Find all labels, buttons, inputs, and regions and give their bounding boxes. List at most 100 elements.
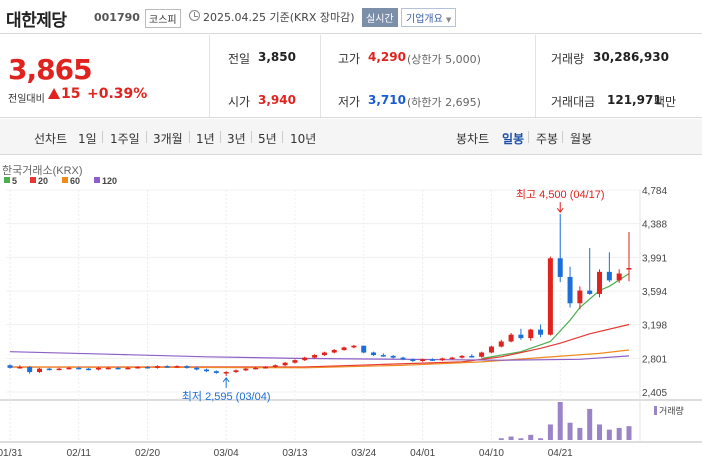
volume-bar	[587, 408, 593, 440]
candle	[243, 368, 249, 371]
candle-weekly[interactable]: 주봉	[536, 132, 559, 146]
candle	[105, 367, 111, 370]
divider	[189, 131, 190, 143]
divider	[320, 35, 321, 117]
lower-limit: (하한가 2,695)	[407, 96, 481, 109]
candle	[213, 371, 219, 373]
max-price-annotation: 최고 4,500 (04/17)	[516, 188, 605, 201]
candle	[135, 366, 141, 369]
period-5y[interactable]: 5년	[258, 132, 277, 146]
prev-close-value: 3,850	[258, 50, 296, 64]
period-3m[interactable]: 3개월	[153, 132, 183, 146]
amount-unit: 백만	[654, 95, 677, 109]
period-1d[interactable]: 1일	[78, 132, 97, 146]
company-info-dropdown[interactable]: 기업개요 ▼	[401, 8, 457, 27]
chevron-down-icon: ▼	[446, 16, 452, 24]
volume-bar	[577, 427, 583, 440]
candle	[272, 365, 278, 367]
candle	[528, 329, 534, 339]
period-1w[interactable]: 1주일	[110, 132, 140, 146]
ma-legend-swatch	[94, 177, 100, 183]
volume-bar	[547, 424, 553, 440]
moving-averages	[9, 273, 630, 369]
ma-legend-swatch	[62, 177, 68, 183]
candle	[616, 273, 622, 281]
period-10y[interactable]: 10년	[290, 132, 317, 146]
change-amount: 15	[61, 86, 81, 102]
candle	[17, 366, 23, 369]
volume-bar	[606, 429, 612, 440]
amount-label: 거래대금	[551, 95, 596, 109]
candle	[390, 355, 396, 358]
divider	[220, 131, 221, 143]
price-chart[interactable]: 한국거래소(KRX) 5 20 60 120 거래량 최고 4,500 (04/17)…	[0, 156, 702, 470]
candle-daily[interactable]: 일봉	[502, 132, 525, 146]
candle	[46, 368, 52, 371]
candle	[606, 271, 612, 281]
candle	[56, 368, 62, 371]
candle	[145, 366, 151, 369]
volume-bar	[518, 438, 524, 440]
chart-source-label: 한국거래소(KRX)	[2, 164, 83, 177]
quote-datetime: 2025.04.25 기준(KRX 장마감)	[203, 11, 355, 24]
candle	[115, 367, 121, 370]
period-1y[interactable]: 1년	[196, 132, 215, 146]
open-value: 3,940	[258, 93, 296, 107]
candle	[312, 355, 318, 358]
candle	[66, 367, 72, 370]
candle	[626, 268, 632, 270]
stock-header: 대한제당 001790 코스피 2025.04.25 기준(KRX 장마감) 실…	[0, 0, 702, 34]
period-3y[interactable]: 3년	[227, 132, 246, 146]
up-arrow-icon	[222, 377, 230, 388]
volume-bar	[597, 424, 603, 440]
y-tick-label: 2,405	[642, 388, 667, 399]
market-badge: 코스피	[145, 9, 181, 28]
ma-line-20	[10, 323, 630, 368]
chart-annotations: 최고 4,500 (04/17) 최저 2,595 (03/04)	[182, 188, 605, 403]
candle	[371, 352, 377, 356]
candle	[253, 367, 259, 370]
down-arrow-icon	[556, 202, 564, 213]
low-label: 저가	[338, 95, 361, 109]
high-value: 4,290	[368, 50, 406, 64]
candle	[577, 290, 583, 304]
amount-value: 121,971	[607, 93, 662, 107]
candle	[380, 355, 386, 357]
ma-legend-label: 20	[38, 176, 48, 186]
ma-line-60	[9, 349, 630, 369]
volume-legend-label: 거래량	[659, 405, 684, 416]
volume-bar	[567, 422, 573, 440]
x-tick-label: 02/20	[135, 448, 160, 459]
y-axis: 4,784 4,388 3,991 3,594 3,198 2,801 2,405	[642, 186, 667, 399]
candle	[498, 341, 504, 347]
volume-bar	[626, 426, 632, 440]
candle	[420, 359, 426, 362]
candle	[125, 367, 131, 370]
candle	[223, 372, 229, 374]
change-percent: +0.39%	[87, 86, 148, 102]
volume-bar	[528, 434, 534, 440]
divider	[282, 131, 283, 143]
realtime-button[interactable]: 실시간	[362, 8, 398, 27]
change-label: 전일대비	[8, 94, 45, 105]
candle-monthly[interactable]: 월봉	[570, 132, 593, 146]
candle	[86, 368, 92, 371]
candle	[204, 369, 210, 372]
y-tick-label: 4,388	[642, 220, 667, 231]
period-tabs: 선차트 1일 1주일 3개월 1년 3년 5년 10년 봉차트 일봉 주봉 월봉	[0, 119, 702, 155]
candle	[518, 334, 524, 339]
clock-icon	[189, 10, 200, 21]
divider	[528, 131, 529, 143]
up-triangle-icon	[48, 88, 60, 99]
ma-legend-label: 120	[102, 176, 117, 186]
ma-legend: 5 20 60 120	[4, 176, 117, 186]
candle	[27, 366, 33, 373]
divider	[562, 131, 563, 143]
volume-bar	[557, 402, 563, 440]
current-price: 3,865	[8, 53, 93, 86]
candle	[439, 358, 445, 361]
candle	[331, 349, 337, 353]
volume-bar	[508, 436, 514, 440]
volume-legend-swatch	[654, 406, 657, 415]
candle	[449, 357, 455, 360]
